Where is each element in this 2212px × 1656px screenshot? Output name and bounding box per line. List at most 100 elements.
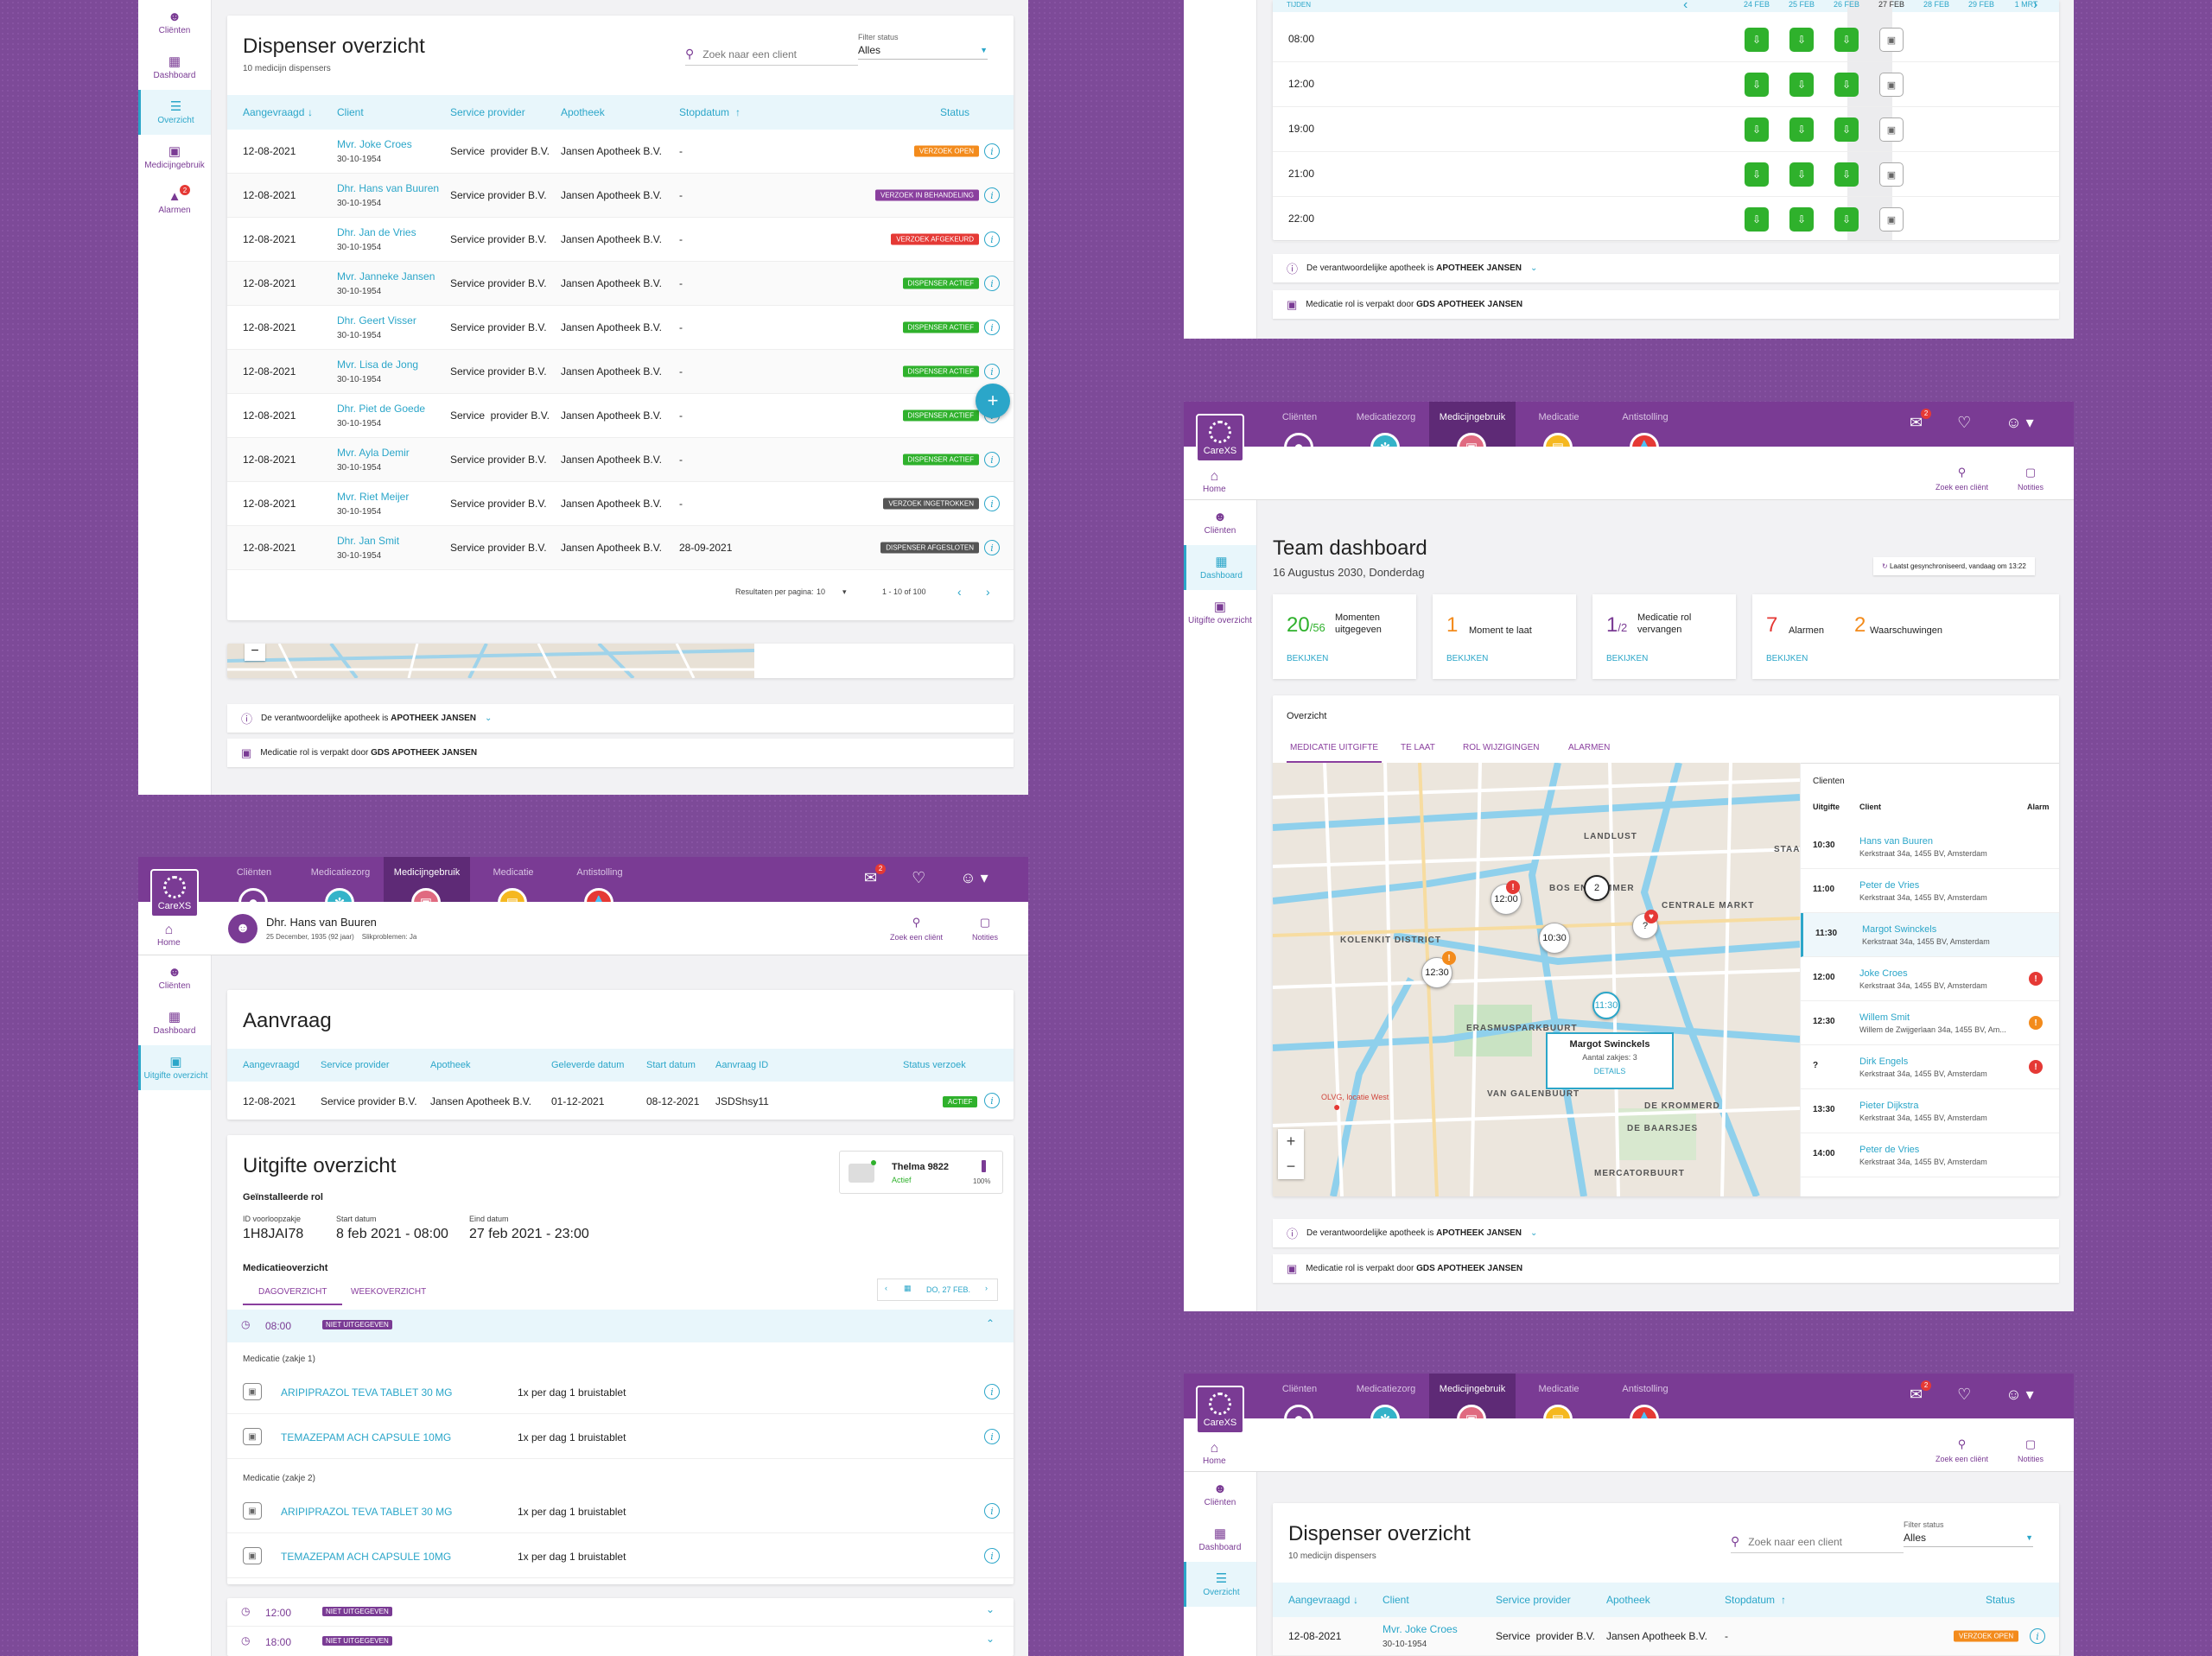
info-icon[interactable]: i <box>984 1429 1000 1444</box>
kpi-late[interactable]: 1 Moment te laat BEKIJKEN <box>1433 594 1576 679</box>
pending-roll-icon[interactable]: ▣ <box>1879 73 1904 97</box>
sidebar-item-dispense-overview[interactable]: ▣ Uitgifte overzicht <box>1188 600 1252 625</box>
notes-button[interactable]: ▢ Notities <box>972 916 999 942</box>
map[interactable]: LANDLUST BOS EN LOMMER CENTRALE MARKT KOLEN… <box>1273 763 1800 1196</box>
dispensed-pill-icon[interactable]: ⇩ <box>1789 207 1814 232</box>
client-row[interactable]: 13:30 Pieter Dijkstra Kerkstraat 34a, 1455… <box>1801 1089 2059 1133</box>
nav-medication[interactable]: Medicatie <box>1538 1384 1580 1394</box>
sidebar-item-clients[interactable]: ☻ Cliënten <box>158 964 191 992</box>
zoom-control[interactable]: + − <box>1278 1129 1304 1179</box>
client-link[interactable]: Dhr. Jan Smit <box>337 535 400 547</box>
dispensed-pill-icon[interactable]: ⇩ <box>1745 117 1769 142</box>
nav-medication[interactable]: Medicatie <box>1538 412 1580 422</box>
bell-icon[interactable]: ♡ <box>1957 414 1972 431</box>
notes-button[interactable]: ▢ Notities <box>2018 1437 2044 1463</box>
info-icon[interactable]: i <box>984 1503 1000 1519</box>
user-icon[interactable]: ☺ ▾ <box>2005 414 2034 431</box>
map-marker-selected[interactable]: 11:30 <box>1592 992 1620 1019</box>
client-link[interactable]: Dhr. Piet de Goede <box>337 403 426 415</box>
pending-roll-icon[interactable]: ▣ <box>1879 117 1904 142</box>
map-marker[interactable]: 2 <box>1584 875 1610 901</box>
pending-roll-icon[interactable]: ▣ <box>1879 162 1904 187</box>
dispensed-pill-icon[interactable]: ⇩ <box>1834 73 1859 97</box>
add-button[interactable]: + <box>976 384 1010 418</box>
table-row[interactable]: 12-08-2021 Mvr. Joke Croes 30-10-1954 Ser… <box>1273 1617 2059 1656</box>
slot-1200[interactable]: ◷ 12:00 NIET UITGEGEVEN ⌄ <box>227 1598 1014 1627</box>
client-link[interactable]: Dhr. Hans van Buuren <box>337 182 440 194</box>
nav-anticoagulation[interactable]: Antistolling <box>576 867 623 878</box>
search-field[interactable]: ⚲ Zoek naar een client <box>685 47 858 66</box>
info-icon[interactable]: i <box>984 320 1000 335</box>
info-icon[interactable]: i <box>2030 1628 2045 1644</box>
table-row[interactable]: 12-08-2021 Mvr. Riet Meijer 30-10-1954 Serv… <box>227 482 1014 526</box>
table-row[interactable]: 12-08-2021 Dhr. Jan de Vries 30-10-1954 Ser… <box>227 218 1014 262</box>
table-row[interactable]: 12-08-2021 Mvr. Lisa de Jong 30-10-1954 Ser… <box>227 350 1014 394</box>
nav-medication-care[interactable]: Medicatiezorg <box>1356 412 1416 422</box>
col-pharmacy[interactable]: Apotheek <box>561 106 605 118</box>
tab-day[interactable]: DAGOVERZICHT <box>243 1287 343 1305</box>
logo[interactable]: CareXS <box>150 869 199 917</box>
client-row[interactable]: 11:30 Margot Swinckels Kerkstraat 34a, 145… <box>1801 913 2059 957</box>
chevron-down-icon[interactable]: ⌄ <box>485 714 493 723</box>
dispensed-pill-icon[interactable]: ⇩ <box>1745 73 1769 97</box>
nav-clients[interactable]: Cliënten <box>1281 1384 1318 1394</box>
dispensed-pill-icon[interactable]: ⇩ <box>1789 28 1814 52</box>
client-row[interactable]: 14:00 Peter de Vries Kerkstraat 34a, 1455 … <box>1801 1133 2059 1177</box>
table-row[interactable]: 12-08-2021 Dhr. Geert Visser 30-10-1954 Ser… <box>227 306 1014 350</box>
info-icon[interactable]: i <box>984 496 1000 511</box>
client-link[interactable]: Mvr. Ayla Demir <box>337 447 410 459</box>
client-link[interactable]: Mvr. Janneke Jansen <box>337 270 435 282</box>
per-page-select[interactable]: 10 <box>817 587 826 596</box>
client-link[interactable]: Mvr. Riet Meijer <box>337 491 410 503</box>
chevron-down-icon[interactable]: ⌄ <box>1530 263 1538 273</box>
sidebar-item-clients[interactable]: ☻ Cliënten <box>1204 509 1236 536</box>
device-card[interactable]: Thelma 9822 Actief 100% <box>839 1151 1003 1194</box>
chevron-down-icon[interactable]: ⌄ <box>986 1633 995 1645</box>
info-icon[interactable]: i <box>984 540 1000 555</box>
nav-medication-care[interactable]: Medicatiezorg <box>1356 1384 1416 1394</box>
date-header[interactable]: 26 FEB <box>1833 0 1859 9</box>
kpi-alarms[interactable]: 7 Alarmen 2 Waarschuwingen BEKIJKEN <box>1752 594 2059 679</box>
search-client-button[interactable]: ⚲ Zoek een cliënt <box>890 916 944 942</box>
status-filter[interactable]: Filter status Alles ▼ <box>858 33 988 60</box>
kpi-dispensed[interactable]: 20/56 Momenten uitgegeven BEKIJKEN <box>1273 594 1416 679</box>
chevron-up-icon[interactable]: ⌃ <box>986 1317 995 1329</box>
client-link[interactable]: Dhr. Jan de Vries <box>337 226 416 238</box>
info-icon[interactable]: i <box>984 364 1000 379</box>
home-button[interactable]: ⌂ Home <box>1203 1441 1226 1466</box>
tab-roll-changes[interactable]: ROL WIJZIGINGEN <box>1463 743 1540 752</box>
nav-clients[interactable]: Cliënten <box>236 867 272 878</box>
chevron-down-icon[interactable]: ⌄ <box>1530 1228 1538 1238</box>
table-row[interactable]: 12-08-2021 Dhr. Jan Smit 30-10-1954 Service… <box>227 526 1014 570</box>
table-row[interactable]: 12-08-2021 Mvr. Joke Croes 30-10-1954 Servi… <box>227 130 1014 174</box>
col-stopdate[interactable]: Stopdatum <box>679 106 730 118</box>
inbox-icon[interactable]: ✉ 2 <box>864 864 887 887</box>
client-row[interactable]: 12:00 Joke Croes Kerkstraat 34a, 1455 BV, … <box>1801 957 2059 1001</box>
zoom-out-button[interactable]: − <box>1286 1158 1296 1175</box>
nav-clients[interactable]: Cliënten <box>1281 412 1318 422</box>
search-client-button[interactable]: ⚲ Zoek een cliënt <box>1936 1437 1989 1463</box>
dispensed-pill-icon[interactable]: ⇩ <box>1745 162 1769 187</box>
sync-button[interactable]: ↻ Laatst gesynchroniseerd, vandaag om 13… <box>1873 557 2035 575</box>
col-provider[interactable]: Service provider <box>450 106 525 118</box>
logo[interactable]: CareXS <box>1196 414 1244 462</box>
date-header[interactable]: 28 FEB <box>1923 0 1949 9</box>
col-status[interactable]: Status <box>940 106 970 118</box>
nav-anticoagulation[interactable]: Antistolling <box>1622 1384 1669 1394</box>
table-row[interactable]: 12-08-2021 Dhr. Piet de Goede 30-10-1954 Se… <box>227 394 1014 438</box>
date-navigator[interactable]: ‹ ▦ DO, 27 FEB. › <box>877 1278 998 1301</box>
dispensed-pill-icon[interactable]: ⇩ <box>1834 162 1859 187</box>
notes-button[interactable]: ▢ Notities <box>2018 466 2044 492</box>
table-row[interactable]: 12-08-2021 Dhr. Hans van Buuren 30-10-1954… <box>227 174 1014 218</box>
user-icon[interactable]: ☺ ▾ <box>960 869 988 886</box>
nav-medication-care[interactable]: Medicatiezorg <box>310 867 371 878</box>
prev-page-button[interactable]: ‹ <box>957 585 962 599</box>
client-row[interactable]: 11:00 Peter de Vries Kerkstraat 34a, 1455 … <box>1801 869 2059 913</box>
inbox-icon[interactable]: ✉ 2 <box>1910 409 1932 432</box>
home-button[interactable]: ⌂ Home <box>1203 469 1226 494</box>
slot-1800[interactable]: ◷ 18:00 NIET UITGEGEVEN ⌄ <box>241 1633 995 1648</box>
info-icon[interactable]: i <box>984 232 1000 247</box>
date-header[interactable]: 29 FEB <box>1967 0 1994 9</box>
map-marker[interactable]: 12:30 <box>1421 957 1452 988</box>
dispensed-pill-icon[interactable]: ⇩ <box>1745 28 1769 52</box>
